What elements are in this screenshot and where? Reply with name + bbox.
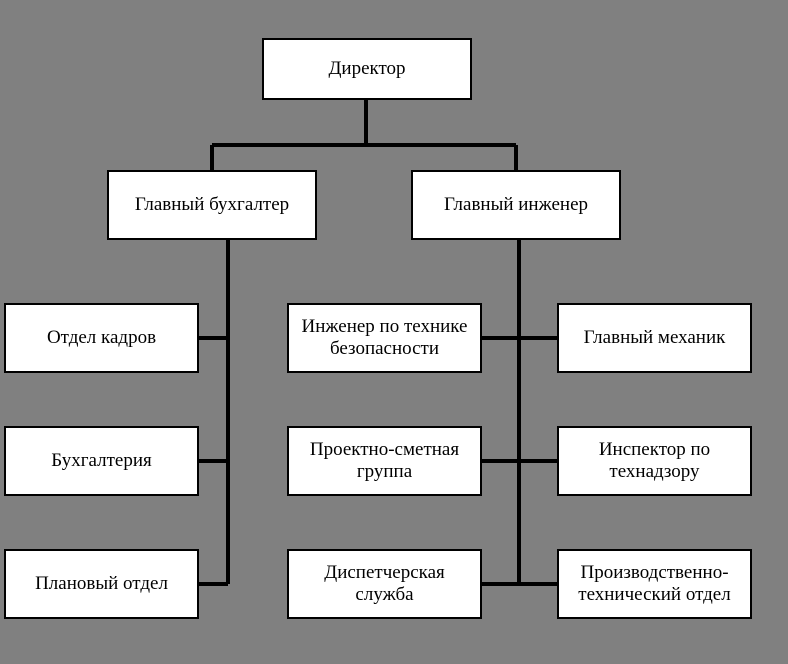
node-director: Директор — [262, 38, 472, 100]
node-dispatch: Диспетчерская служба — [287, 549, 482, 619]
node-planning: Плановый отдел — [4, 549, 199, 619]
node-label: Инженер по технике безопасности — [295, 316, 474, 360]
node-chief-accountant: Главный бухгалтер — [107, 170, 317, 240]
node-label: Бухгалтерия — [51, 450, 151, 472]
node-label: Директор — [328, 58, 405, 80]
node-label: Плановый отдел — [35, 573, 168, 595]
node-safety-engineer: Инженер по технике безопасности — [287, 303, 482, 373]
node-label: Главный инженер — [444, 194, 588, 216]
node-label: Главный бухгалтер — [135, 194, 289, 216]
node-label: Главный механик — [584, 327, 726, 349]
node-accounting: Бухгалтерия — [4, 426, 199, 496]
node-production-tech: Производственно-технический отдел — [557, 549, 752, 619]
node-chief-mechanic: Главный механик — [557, 303, 752, 373]
node-label: Проектно-сметная группа — [295, 439, 474, 483]
node-label: Инспектор по технадзору — [565, 439, 744, 483]
node-label: Отдел кадров — [47, 327, 156, 349]
node-inspector: Инспектор по технадзору — [557, 426, 752, 496]
org-chart: Директор Главный бухгалтер Главный инжен… — [0, 0, 788, 664]
node-label: Производственно-технический отдел — [565, 562, 744, 606]
node-label: Диспетчерская служба — [295, 562, 474, 606]
node-design-group: Проектно-сметная группа — [287, 426, 482, 496]
node-hr: Отдел кадров — [4, 303, 199, 373]
node-chief-engineer: Главный инженер — [411, 170, 621, 240]
